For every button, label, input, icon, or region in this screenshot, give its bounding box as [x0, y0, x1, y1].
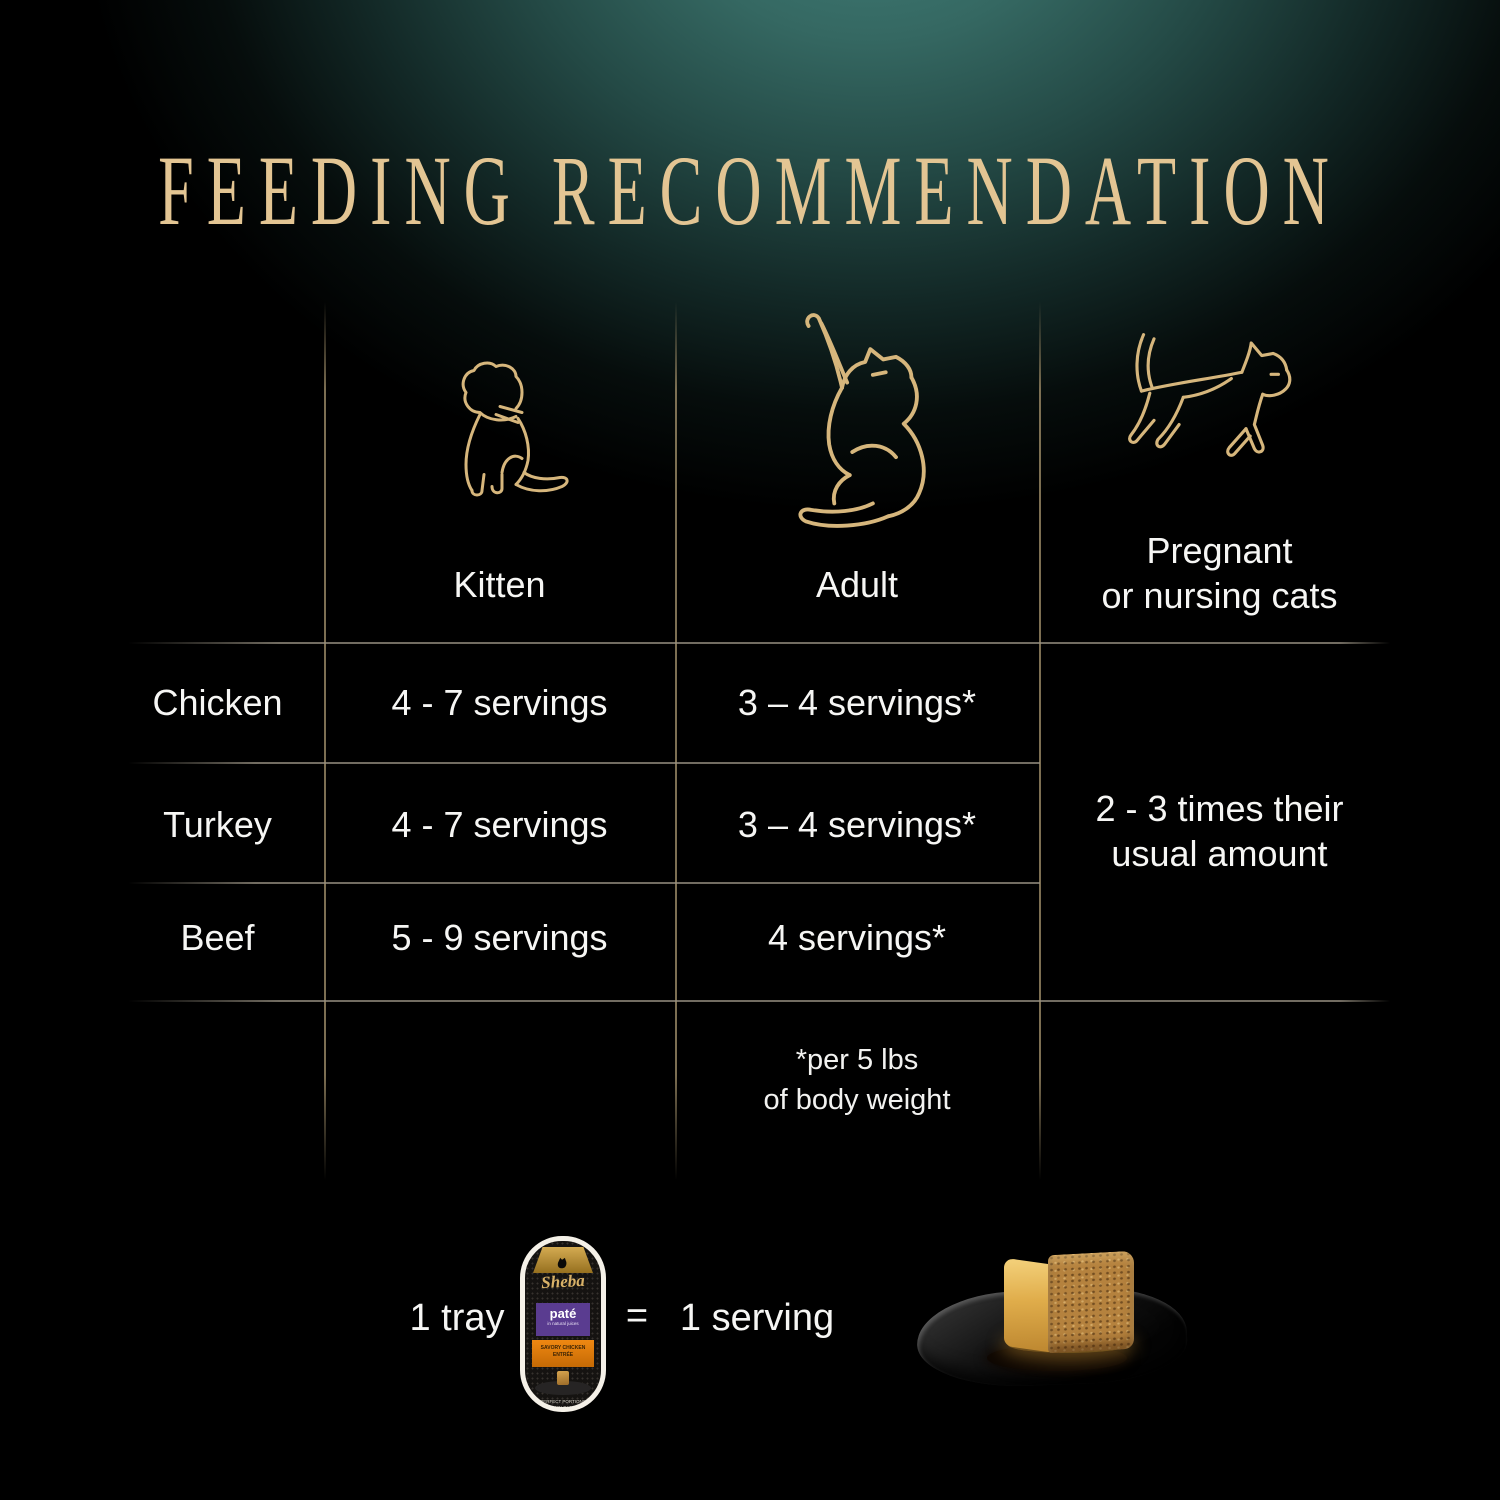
tray-orange-panel: SAVORY CHICKEN ENTRÉE	[532, 1340, 594, 1367]
column-header-pregnant: Pregnant or nursing cats	[1039, 528, 1400, 618]
chicken-adult-value: 3 – 4 servings*	[737, 682, 977, 723]
turkey-kitten-value: 4 - 7 servings	[391, 804, 608, 845]
tray-variety-text: paté	[549, 1306, 577, 1321]
tray-gold-band	[533, 1247, 593, 1273]
grid-hline-header	[128, 642, 1390, 644]
tray-small-print: PERFECT PORTIONS TWIN PACK 2.6 OZ (75 g)	[525, 1399, 601, 1412]
beef-kitten-value: 5 - 9 servings	[391, 917, 608, 958]
tray-small-print-line3: 2.6 OZ (75 g)	[525, 1410, 601, 1412]
equals-sign: =	[625, 1295, 649, 1337]
tray-small-print-line1: PERFECT PORTIONS	[540, 1399, 586, 1404]
page-title: FEEDING RECOMMENDATION	[158, 135, 1342, 246]
row-label-turkey: Turkey	[163, 804, 272, 845]
body-weight-footnote: *per 5 lbs of body weight	[675, 1040, 1039, 1120]
tray-flavor-line2: ENTRÉE	[552, 1352, 574, 1358]
tray-small-print-line2: TWIN PACK	[550, 1404, 576, 1410]
grid-vline-1	[324, 302, 326, 1180]
column-header-pregnant-line1: Pregnant	[1146, 530, 1293, 571]
grid-hline-row2	[128, 882, 1040, 884]
column-header-pregnant-line2: or nursing cats	[1101, 575, 1338, 616]
kitten-line-icon	[430, 352, 580, 517]
tray-purple-panel: paté in natural juices	[536, 1303, 590, 1336]
pregnant-amount-note-line1: 2 - 3 times their	[1095, 788, 1344, 829]
row-label-beef: Beef	[180, 917, 255, 958]
adult-cat-line-icon	[770, 298, 950, 588]
tray-food-photo	[531, 1370, 595, 1397]
body-weight-footnote-line1: *per 5 lbs	[795, 1044, 919, 1076]
walking-cat-line-icon	[1108, 322, 1338, 502]
turkey-adult-value: 3 – 4 servings*	[737, 804, 977, 845]
tray-food-dish	[535, 1381, 591, 1395]
grid-vline-2	[675, 302, 677, 1180]
grid-vline-3	[1039, 302, 1041, 1180]
tray-food-cube	[557, 1371, 569, 1385]
column-header-adult: Adult	[815, 564, 899, 605]
column-header-kitten: Kitten	[453, 564, 546, 605]
pate-textured-face	[1048, 1250, 1134, 1354]
tray-variety-subtext: in natural juices	[547, 1321, 579, 1326]
grid-hline-row1	[128, 762, 1040, 764]
one-serving-label: 1 serving	[679, 1297, 835, 1339]
one-tray-label: 1 tray	[409, 1297, 505, 1339]
row-label-chicken: Chicken	[152, 682, 283, 723]
tray-flavor-line1: SAVORY CHICKEN	[540, 1345, 586, 1351]
grid-hline-row3	[128, 1000, 1390, 1002]
sheba-cat-silhouette-icon	[557, 1257, 567, 1269]
pate-plate-photo	[912, 1245, 1197, 1395]
pregnant-amount-note-line2: usual amount	[1111, 833, 1328, 874]
beef-adult-value: 4 servings*	[767, 917, 947, 958]
tray-brand-text: Sheba	[540, 1270, 586, 1293]
body-weight-footnote-line2: of body weight	[763, 1084, 951, 1116]
pregnant-amount-note: 2 - 3 times their usual amount	[1039, 786, 1400, 876]
chicken-kitten-value: 4 - 7 servings	[391, 682, 608, 723]
sheba-tray-package: Sheba paté in natural juices SAVORY CHIC…	[520, 1236, 606, 1412]
pate-glossy-face	[1004, 1257, 1050, 1353]
